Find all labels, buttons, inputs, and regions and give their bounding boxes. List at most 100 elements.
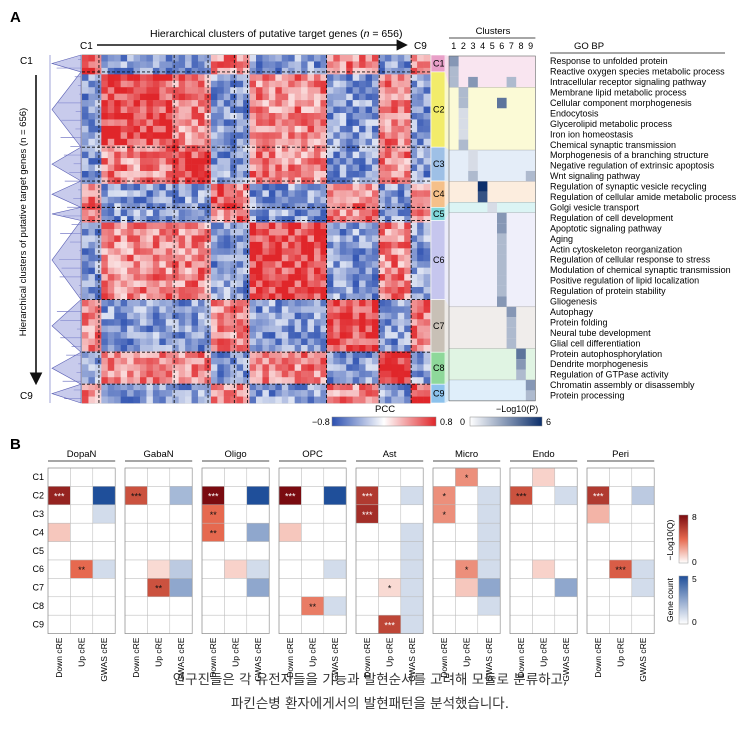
cell-gwas [477, 596, 501, 616]
matrix-cell [230, 299, 237, 307]
matrix-cell [140, 119, 147, 127]
matrix-cell [82, 274, 89, 281]
matrix-cell [101, 216, 109, 223]
matrix-cell [210, 396, 218, 404]
matrix-cell [236, 241, 244, 249]
matrix-cell [275, 325, 283, 333]
matrix-cell [191, 119, 199, 127]
matrix-cell [346, 351, 353, 359]
matrix-cell [127, 203, 134, 210]
matrix-cell [88, 203, 96, 210]
matrix-cell [217, 67, 225, 75]
matrix-cell [333, 177, 341, 185]
matrix-cell [301, 125, 308, 133]
matrix-cell [236, 74, 244, 82]
matrix-cell [359, 216, 366, 223]
matrix-cell [288, 145, 295, 152]
matrix-cell [288, 119, 295, 127]
matrix-cell [339, 338, 347, 346]
matrix-cell [88, 229, 96, 236]
matrix-cell [307, 299, 315, 307]
matrix-cell [243, 151, 250, 159]
matrix-cell [384, 100, 392, 107]
matrix-cell [397, 254, 405, 262]
matrix-cell [326, 203, 334, 210]
matrix-cell [307, 267, 315, 275]
matrix-cell [152, 319, 160, 326]
matrix-cell [301, 132, 308, 140]
cell-gwas [246, 522, 270, 542]
matrix-cell [120, 345, 128, 352]
matrix-cell [307, 248, 315, 256]
matrix-cell [307, 196, 315, 204]
matrix-cell [346, 113, 353, 120]
matrix-cell [301, 113, 308, 120]
go-cell [497, 223, 507, 234]
matrix-cell [423, 113, 431, 120]
matrix-cell [243, 171, 250, 178]
matrix-cell [391, 61, 399, 69]
go-cell [516, 348, 526, 360]
cell-gwas [246, 578, 270, 598]
cell-down [355, 522, 379, 542]
cluster-number-9: 9 [528, 41, 533, 51]
matrix-cell [178, 125, 186, 133]
matrix-cell [404, 241, 411, 249]
matrix-cell [230, 209, 237, 217]
matrix-cell [165, 370, 173, 378]
matrix-cell [140, 357, 147, 365]
matrix-cell [320, 106, 328, 114]
matrix-cell [127, 106, 134, 114]
matrix-cell [268, 332, 276, 339]
matrix-cell [384, 145, 392, 152]
matrix-cell [281, 280, 289, 288]
matrix-cell [404, 312, 411, 320]
q-colorbar [678, 514, 689, 564]
matrix-cell [243, 125, 250, 133]
dendrogram-cluster-wedge [51, 180, 82, 208]
matrix-cell [314, 203, 321, 210]
matrix-cell [120, 145, 128, 152]
matrix-cell [346, 357, 353, 365]
matrix-cell [243, 61, 250, 69]
cell-gwas [400, 486, 424, 506]
matrix-cell [120, 267, 128, 275]
matrix-cell [114, 254, 121, 262]
matrix-cell [120, 74, 128, 82]
matrix-cell [159, 370, 167, 378]
matrix-cell [378, 100, 386, 107]
matrix-cell [404, 158, 411, 165]
matrix-cell [333, 61, 341, 69]
matrix-cell [359, 351, 366, 359]
matrix-cell [339, 183, 347, 191]
matrix-cell [275, 61, 283, 69]
matrix-cell [268, 196, 276, 204]
matrix-cell [114, 209, 121, 217]
matrix-cell [417, 235, 424, 243]
matrix-cell [294, 216, 302, 223]
matrix-cell [294, 396, 302, 404]
column-label: GWAS cRE [407, 637, 417, 681]
matrix-cell [372, 158, 379, 165]
matrix-cell [307, 183, 315, 191]
matrix-cell [249, 351, 257, 359]
matrix-cell [391, 87, 399, 94]
matrix-cell [165, 345, 173, 352]
matrix-cell [410, 351, 418, 359]
matrix-cell [288, 125, 295, 133]
matrix-cell [397, 345, 405, 352]
matrix-cell [217, 145, 225, 152]
matrix-cell [107, 280, 115, 288]
matrix-cell [178, 119, 186, 127]
matrix-cell [365, 319, 373, 326]
matrix-cell [423, 93, 431, 101]
matrix-cell [417, 396, 424, 404]
matrix-cell [185, 319, 192, 326]
matrix-cell [114, 229, 121, 236]
matrix-cell [275, 241, 283, 249]
matrix-cell [404, 370, 411, 378]
cell-down [509, 467, 533, 487]
matrix-cell [326, 177, 334, 185]
matrix-cell [152, 345, 160, 352]
matrix-cell [243, 229, 250, 236]
